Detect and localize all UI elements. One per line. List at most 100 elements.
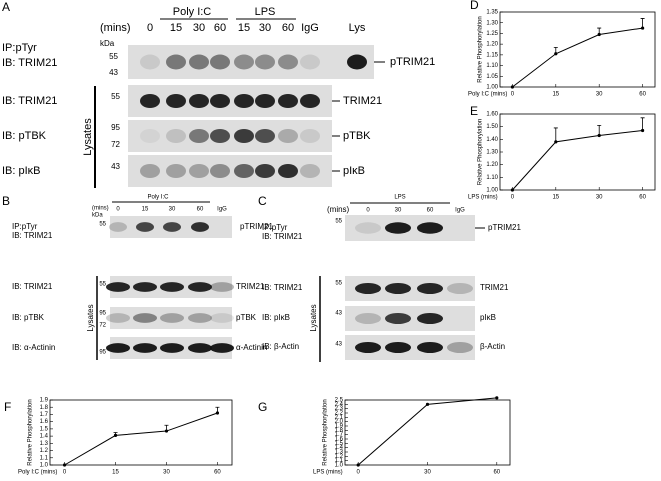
label: LPS — [255, 6, 276, 18]
panel-letter: G — [258, 400, 267, 414]
label: 95 — [99, 350, 106, 356]
label: Poly I:C — [173, 6, 212, 18]
label: IB: pTBK — [12, 313, 45, 322]
band — [300, 54, 320, 70]
band — [106, 313, 130, 323]
x-tick-label: 30 — [596, 92, 603, 98]
label: 72 — [111, 140, 120, 149]
label: 43 — [111, 162, 120, 171]
band — [191, 222, 209, 232]
data-point — [113, 433, 118, 437]
y-tick-label: 1.60 — [486, 112, 498, 118]
label: TRIM21 — [480, 283, 509, 292]
label: 55 — [335, 219, 342, 225]
band — [417, 283, 443, 294]
x-tick-label: 0 — [511, 195, 515, 201]
label: 95 — [99, 311, 106, 317]
label: IB: TRIM21 — [262, 232, 303, 241]
label: Lysates — [309, 304, 318, 331]
y-tick-label: 1.2 — [40, 448, 49, 454]
label: 60 — [282, 22, 294, 34]
band — [188, 313, 212, 323]
y-axis-label: Relative Phosphorylation — [323, 399, 329, 465]
band — [278, 54, 298, 70]
label: IB: β-Actin — [262, 342, 299, 351]
error-bar — [597, 125, 602, 136]
label: Lys — [349, 22, 366, 34]
label: 43 — [335, 342, 342, 348]
label: 72 — [99, 323, 106, 329]
label: IB: α-Actinin — [12, 343, 55, 352]
band — [166, 163, 186, 179]
y-tick-label: 2.2 — [335, 411, 344, 417]
label: 15 — [238, 22, 250, 34]
y-tick-label: 2.0 — [335, 419, 344, 425]
label: IgG — [217, 207, 227, 213]
x-tick-label: 15 — [112, 470, 119, 476]
label: pTBK — [236, 313, 257, 322]
label: 95 — [111, 123, 120, 132]
x-tick-label: 15 — [552, 92, 559, 98]
x-tick-label: 15 — [552, 195, 559, 201]
label: (mins) — [92, 206, 109, 212]
label: 60 — [197, 207, 204, 213]
data-point — [215, 411, 220, 415]
y-tick-label: 1.20 — [486, 42, 498, 48]
band — [300, 128, 320, 144]
band — [417, 342, 443, 353]
label: pTBK — [343, 130, 371, 142]
band — [160, 313, 184, 323]
label: IB: pIκB — [2, 165, 41, 177]
x-tick-label: 60 — [639, 195, 646, 201]
y-tick-label: 2.3 — [335, 406, 344, 412]
label: 0 — [147, 22, 153, 34]
label: pIκB — [480, 313, 496, 322]
label: 43 — [109, 68, 118, 77]
y-tick-label: 1.4 — [40, 434, 49, 440]
x-axis-label: Poly I:C (mins) — [18, 470, 57, 476]
panel-letter: F — [4, 400, 11, 414]
x-tick-label: 30 — [596, 195, 603, 201]
band — [160, 282, 184, 292]
data-line — [512, 129, 643, 191]
band — [355, 313, 381, 324]
band — [417, 222, 443, 234]
panel-letter: D — [470, 0, 479, 12]
band — [106, 282, 130, 292]
band — [385, 283, 411, 294]
label: A — [2, 0, 10, 14]
label: Poly I:C — [147, 195, 169, 201]
label: IB: TRIM21 — [12, 282, 53, 291]
label: kDa — [92, 213, 103, 219]
data-point — [164, 429, 169, 433]
band — [278, 93, 298, 109]
band — [133, 313, 157, 323]
band — [136, 222, 154, 232]
y-tick-label: 1.25 — [486, 31, 498, 37]
label: pTRIM21 — [240, 222, 273, 231]
y-tick-label: 1.2 — [335, 454, 344, 460]
data-point — [425, 402, 430, 406]
x-tick-label: 30 — [424, 470, 431, 476]
label: (mins) — [100, 22, 131, 34]
band — [188, 343, 212, 353]
data-line — [64, 412, 218, 466]
data-point — [510, 188, 514, 192]
band — [210, 93, 230, 109]
band — [109, 222, 127, 232]
label: β-Actin — [480, 342, 505, 351]
band — [447, 342, 473, 353]
x-tick-label: 0 — [357, 470, 361, 476]
y-tick-label: 1.05 — [486, 74, 498, 80]
band — [210, 163, 230, 179]
band — [163, 222, 181, 232]
band — [160, 343, 184, 353]
band — [355, 283, 381, 294]
band — [140, 163, 160, 179]
label: kDa — [100, 39, 115, 48]
y-axis-label: Relative Phosphorylation — [478, 16, 484, 82]
y-tick-label: 2.5 — [335, 398, 344, 404]
band — [255, 93, 275, 109]
y-tick-label: 1.5 — [40, 426, 49, 432]
